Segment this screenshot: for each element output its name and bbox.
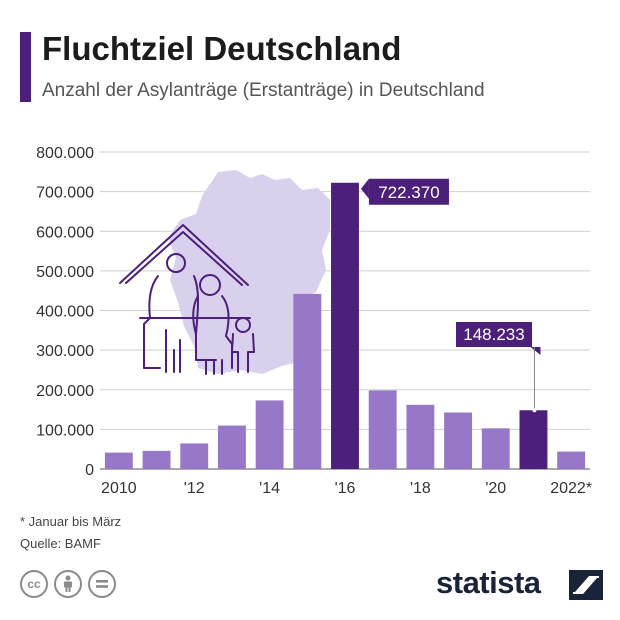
label-leader-dot [532,408,537,413]
chart-title: Fluchtziel Deutschland [42,30,402,67]
x-axis-labels: 2010 '12 '14 '16 '18 '20 2022* [101,480,592,497]
y-axis-labels: 0 100.000 200.000 300.000 400.000 500.000 600.… [36,145,94,479]
bar-2018 [406,404,435,469]
x-tick-label: '14 [259,480,280,497]
family-house-illustration [119,224,255,375]
x-tick-label: '18 [410,480,431,497]
value-annotations: 722.370 148.233 [360,178,541,413]
y-tick-label: 400.000 [36,304,94,321]
bar-2022* [557,451,586,469]
bar-2014 [255,400,284,469]
bar-2017 [368,390,397,469]
value-label: 722.370 [378,183,439,202]
x-tick-label: 2022* [550,480,592,497]
bar-2016 [331,182,359,469]
bar-2021 [519,410,548,469]
x-tick-label: 2010 [101,480,137,497]
y-tick-label: 0 [85,462,94,479]
cc-icon: cc [20,570,48,598]
bar-2013 [217,425,246,469]
bar-2011 [142,450,171,469]
bar-2020 [481,428,510,469]
y-tick-label: 800.000 [36,145,94,162]
y-tick-label: 300.000 [36,343,94,360]
footnote: * Januar bis März [20,514,122,529]
license-icons: cc [20,570,116,598]
statista-logo-icon [569,570,603,600]
no-derivatives-icon [88,570,116,598]
bar-2012 [180,443,209,469]
value-label-box [456,322,532,347]
y-tick-label: 700.000 [36,185,94,202]
x-tick-label: '12 [184,480,205,497]
y-tick-label: 500.000 [36,264,94,281]
y-tick-label: 600.000 [36,224,94,241]
bar-chart: 0 100.000 200.000 300.000 400.000 500.000 600.… [36,145,592,497]
y-tick-label: 100.000 [36,422,94,439]
title-accent-bar [20,32,31,102]
bar-2010 [104,452,133,469]
attribution-icon [54,570,82,598]
label-pointer [530,347,541,355]
bar-2019 [444,412,473,469]
value-label-box [368,178,449,205]
germany-map-illustration [168,170,330,374]
chart-subtitle: Anzahl der Asylanträge (Erstanträge) in … [42,80,485,101]
bars [104,182,586,469]
statista-logo-text: statista [436,565,541,600]
y-tick-label: 200.000 [36,383,94,400]
label-pointer [360,178,369,199]
x-tick-label: '20 [485,480,506,497]
value-label: 148.233 [463,325,524,344]
bar-2015 [293,293,322,469]
source-note: Quelle: BAMF [20,536,101,551]
x-tick-label: '16 [335,480,356,497]
